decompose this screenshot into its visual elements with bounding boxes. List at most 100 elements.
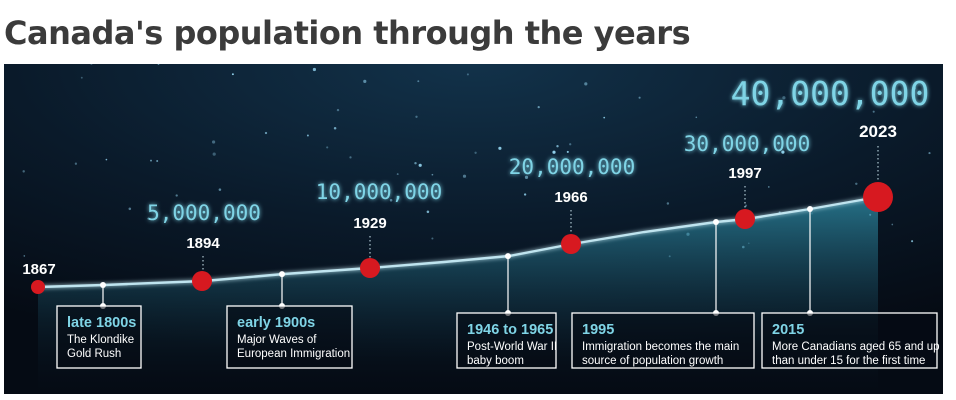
star — [22, 170, 25, 173]
event-title: early 1900s — [237, 315, 315, 331]
event-title: 2015 — [772, 322, 804, 338]
milestone-dot — [863, 182, 893, 212]
star — [474, 151, 477, 154]
star — [872, 110, 875, 113]
event-box-frame — [226, 305, 353, 369]
population-infographic: late 1800s The Klondike Gold Rush early 190… — [4, 64, 943, 394]
page-title: Canada's population through the years — [4, 14, 691, 52]
milestone-dot — [561, 234, 581, 254]
star — [462, 174, 467, 178]
year-label: 1997 — [728, 165, 761, 182]
star — [415, 115, 418, 118]
event-box: 2015 More Canadians aged 65 and up than un… — [761, 312, 940, 369]
milestone-dots — [31, 182, 893, 294]
event-box: 1946 to 1965 Post-World War II baby boom — [456, 312, 557, 369]
milestone-dot — [735, 209, 755, 229]
star — [418, 163, 422, 167]
event-title: 1995 — [582, 322, 614, 338]
milestone-dot — [31, 280, 45, 294]
event-description: Major Waves of — [237, 334, 317, 346]
star — [695, 116, 698, 119]
event-marker — [713, 219, 719, 225]
year-label: 1929 — [353, 215, 386, 232]
star — [150, 159, 152, 162]
event-description: baby boom — [467, 355, 524, 367]
event-description: European Immigration — [237, 348, 350, 360]
star — [431, 173, 434, 176]
star — [584, 82, 588, 86]
star — [256, 216, 260, 219]
star — [396, 173, 399, 176]
star — [566, 150, 569, 153]
star — [603, 116, 606, 119]
event-marker — [100, 282, 106, 289]
population-label: 40,000,000 — [731, 74, 930, 113]
star — [90, 64, 93, 66]
event-marker — [807, 206, 813, 212]
star — [333, 126, 337, 130]
star — [781, 150, 785, 154]
star — [408, 196, 412, 200]
star — [529, 160, 532, 163]
star — [556, 145, 559, 148]
star — [855, 182, 858, 186]
event-description: The Klondike — [67, 334, 134, 346]
star — [624, 162, 627, 165]
event-box-frame — [571, 312, 755, 369]
event-description: Immigration becomes the main — [582, 341, 739, 353]
event-description: More Canadians aged 65 and up — [772, 341, 940, 353]
star — [74, 162, 78, 165]
year-label: 1966 — [554, 189, 587, 206]
population-label: 5,000,000 — [147, 201, 261, 225]
milestone-labels: 1867 1894 5,000,000 1929 10,000,000 1966 20,00… — [22, 74, 929, 278]
milestone-dot — [360, 258, 380, 278]
population-label: 10,000,000 — [316, 180, 442, 204]
star — [523, 193, 527, 196]
event-box: early 1900s Major Waves of European Immigr… — [226, 305, 353, 369]
year-label: 2023 — [859, 122, 897, 141]
star — [156, 160, 159, 162]
starfield — [22, 64, 931, 258]
star — [147, 217, 150, 220]
star — [911, 240, 914, 243]
event-marker — [279, 271, 285, 278]
event-title: 1946 to 1965 — [467, 322, 553, 338]
star — [767, 186, 770, 188]
star — [326, 146, 329, 149]
event-boxes: late 1800s The Klondike Gold Rush early 190… — [56, 305, 940, 369]
star — [426, 210, 430, 214]
star — [128, 207, 132, 211]
star — [569, 143, 572, 146]
star — [231, 73, 234, 76]
event-marker — [505, 253, 511, 260]
star — [175, 194, 178, 197]
star — [466, 73, 469, 76]
star — [891, 223, 894, 226]
event-title: late 1800s — [67, 315, 136, 331]
star — [928, 152, 931, 155]
star — [264, 131, 268, 135]
population-label: 20,000,000 — [509, 155, 635, 179]
event-box: 1995 Immigration becomes the main source o… — [571, 312, 755, 369]
star — [389, 198, 393, 202]
star — [414, 161, 417, 165]
star — [417, 80, 420, 83]
star — [349, 156, 352, 159]
population-timeline-chart: late 1800s The Klondike Gold Rush early 190… — [4, 64, 943, 394]
event-box: late 1800s The Klondike Gold Rush — [56, 305, 142, 369]
year-label: 1894 — [186, 235, 220, 252]
event-description: source of population growth — [582, 355, 723, 367]
star — [666, 202, 670, 205]
star — [157, 64, 160, 66]
star — [552, 150, 556, 154]
star — [336, 108, 340, 112]
event-description: Post-World War II — [467, 341, 557, 353]
milestone-ticks — [202, 146, 879, 271]
star — [105, 158, 108, 161]
star — [537, 105, 540, 109]
event-description: Gold Rush — [67, 348, 121, 360]
star — [431, 237, 434, 240]
star — [363, 79, 367, 83]
star — [218, 188, 222, 191]
event-description: than under 15 for the first time — [772, 355, 925, 367]
